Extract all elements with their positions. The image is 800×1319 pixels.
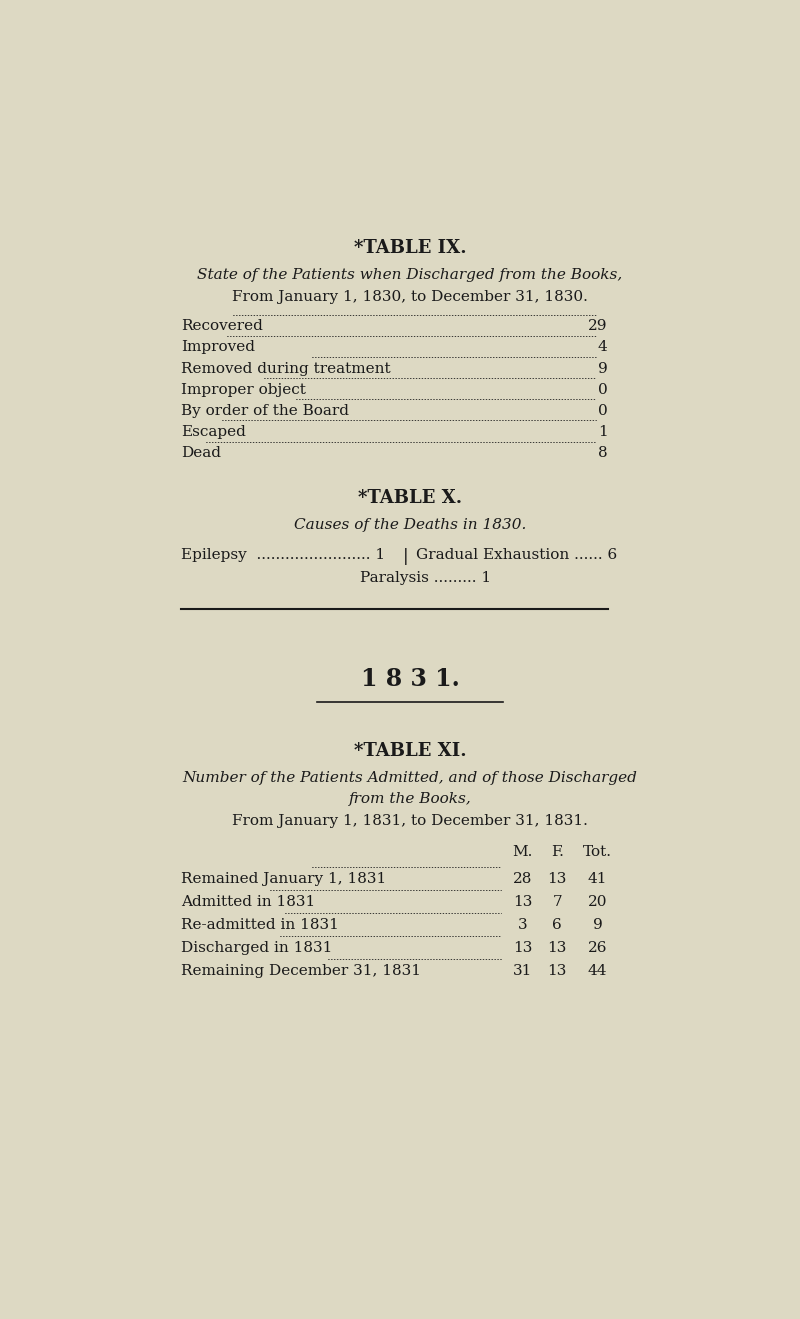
Text: Gradual Exhaustion ...... 6: Gradual Exhaustion ...... 6 [416,547,618,562]
Text: 9: 9 [598,361,608,376]
Text: 41: 41 [588,872,607,885]
Text: from the Books,: from the Books, [349,793,471,806]
Text: Re-admitted in 1831: Re-admitted in 1831 [182,918,339,933]
Text: 26: 26 [588,940,607,955]
Text: F.: F. [551,844,564,859]
Text: Recovered: Recovered [182,319,263,334]
Text: Improved: Improved [182,340,255,355]
Text: Discharged in 1831: Discharged in 1831 [182,940,333,955]
Text: Dead: Dead [182,446,222,460]
Text: Admitted in 1831: Admitted in 1831 [182,894,316,909]
Text: 13: 13 [513,940,532,955]
Text: Removed during treatment: Removed during treatment [182,361,391,376]
Text: 31: 31 [513,964,532,979]
Text: 8: 8 [598,446,608,460]
Text: M.: M. [512,844,533,859]
Text: 1 8 3 1.: 1 8 3 1. [361,667,459,691]
Text: *TABLE X.: *TABLE X. [358,489,462,506]
Text: 13: 13 [547,940,567,955]
Text: 13: 13 [547,872,567,885]
Text: 4: 4 [598,340,608,355]
Text: 0: 0 [598,404,608,418]
Text: From January 1, 1831, to December 31, 1831.: From January 1, 1831, to December 31, 18… [232,814,588,828]
Text: 9: 9 [593,918,602,933]
Text: Tot.: Tot. [583,844,612,859]
Text: 29: 29 [588,319,608,334]
Text: |: | [403,547,409,565]
Text: 0: 0 [598,383,608,397]
Text: 13: 13 [547,964,567,979]
Text: Paralysis ......... 1: Paralysis ......... 1 [360,571,490,584]
Text: Escaped: Escaped [182,425,246,439]
Text: 3: 3 [518,918,527,933]
Text: Improper object: Improper object [182,383,306,397]
Text: 44: 44 [588,964,607,979]
Text: Epilepsy  ........................ 1: Epilepsy ........................ 1 [182,547,386,562]
Text: 7: 7 [553,894,562,909]
Text: State of the Patients when Discharged from the Books,: State of the Patients when Discharged fr… [198,268,622,282]
Text: By order of the Board: By order of the Board [182,404,350,418]
Text: 28: 28 [513,872,532,885]
Text: Remained January 1, 1831: Remained January 1, 1831 [182,872,386,885]
Text: 13: 13 [513,894,532,909]
Text: 6: 6 [552,918,562,933]
Text: Remaining December 31, 1831: Remaining December 31, 1831 [182,964,422,979]
Text: 1: 1 [598,425,608,439]
Text: Number of the Patients Admitted, and of those Discharged: Number of the Patients Admitted, and of … [182,770,638,785]
Text: 20: 20 [588,894,607,909]
Text: From January 1, 1830, to December 31, 1830.: From January 1, 1830, to December 31, 18… [232,290,588,303]
Text: *TABLE IX.: *TABLE IX. [354,239,466,257]
Text: *TABLE XI.: *TABLE XI. [354,741,466,760]
Text: Causes of the Deaths in 1830.: Causes of the Deaths in 1830. [294,518,526,533]
